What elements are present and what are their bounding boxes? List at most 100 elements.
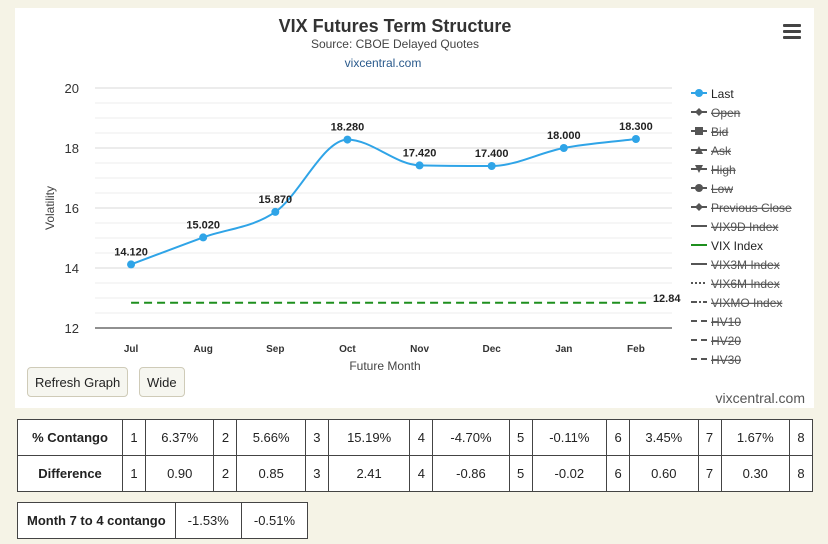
- hamburger-menu-icon: [783, 36, 801, 39]
- y-tick-label: 16: [65, 201, 79, 216]
- legend-item[interactable]: VIX6M Index: [691, 277, 780, 291]
- last-data-point: [559, 144, 568, 152]
- value-cell: 5.66%: [236, 419, 306, 456]
- x-tick-label: Feb: [627, 344, 645, 355]
- value-cell: -0.02: [531, 455, 608, 492]
- last-data-label: 15.870: [258, 194, 292, 206]
- hamburger-menu-icon: [783, 24, 801, 27]
- last-data-point: [271, 207, 280, 216]
- value-cell: 2.41: [327, 455, 411, 492]
- legend-diamond-icon: [695, 203, 703, 211]
- month-contango-value: -1.53%: [174, 502, 242, 539]
- month-number-cell: 3: [304, 419, 329, 456]
- last-data-label: 14.120: [114, 246, 148, 258]
- legend-item[interactable]: Open: [691, 106, 740, 120]
- last-data-label: 17.420: [403, 147, 437, 159]
- value-cell: 0.30: [720, 455, 791, 492]
- x-tick-label: Jan: [555, 344, 572, 355]
- month-contango-value: -0.51%: [240, 502, 309, 539]
- chart-menu-button[interactable]: [783, 24, 801, 40]
- last-data-point: [343, 135, 352, 144]
- x-tick-label: Oct: [339, 344, 356, 355]
- legend-diamond-icon: [695, 108, 703, 116]
- x-tick-label: Nov: [410, 344, 429, 355]
- legend-label: VIX3M Index: [711, 258, 780, 272]
- last-data-point: [199, 233, 208, 242]
- chart-subtitle: Source: CBOE Delayed Quotes: [311, 37, 479, 51]
- table-row: Difference 1 0.90 2 0.85 3 2.41 4 -0.86 5 -0.02 6 0.…: [17, 455, 813, 492]
- chart-canvas: VIX Futures Term Structure Source: CBOE …: [43, 16, 792, 373]
- month-number-cell: 2: [213, 455, 238, 492]
- table-row: % Contango 1 6.37% 2 5.66% 3 15.19% 4 -4.70% 5 -0.…: [17, 419, 813, 456]
- month-number-cell: 7: [697, 419, 722, 456]
- legend-triangle-icon: [695, 146, 703, 154]
- legend-item[interactable]: Last: [691, 87, 734, 101]
- legend-label: Previous Close: [711, 201, 792, 215]
- value-cell: -0.86: [432, 455, 510, 492]
- last-data-point: [415, 161, 424, 170]
- last-data-point: [487, 162, 496, 170]
- legend-item[interactable]: VIX9D Index: [691, 220, 778, 234]
- legend-label: Open: [711, 106, 740, 120]
- legend-item[interactable]: VIXMO Index: [691, 296, 782, 310]
- legend-item[interactable]: Previous Close: [691, 201, 792, 215]
- legend-item[interactable]: Ask: [691, 144, 732, 158]
- y-axis-title: Volatility: [43, 186, 57, 230]
- legend-label: VIX Index: [711, 239, 763, 253]
- last-data-point: [631, 135, 640, 143]
- legend-label: Low: [711, 182, 733, 196]
- y-tick-label: 12: [65, 321, 79, 336]
- legend-label: Last: [711, 87, 734, 101]
- row-label: Difference: [17, 455, 123, 492]
- legend-item[interactable]: HV20: [691, 334, 741, 348]
- legend-label: VIX9D Index: [711, 220, 778, 234]
- hamburger-menu-icon: [783, 30, 801, 33]
- legend-label: Ask: [711, 144, 732, 158]
- value-cell: 1.67%: [720, 419, 791, 456]
- month-number-cell: 4: [409, 455, 434, 492]
- chart-title: VIX Futures Term Structure: [279, 16, 512, 36]
- legend-square-icon: [695, 127, 703, 135]
- y-tick-label: 18: [65, 141, 79, 156]
- month-contango-label: Month 7 to 4 contango: [17, 502, 176, 539]
- month-number-cell: 8: [789, 419, 813, 456]
- refresh-graph-button[interactable]: Refresh Graph: [27, 367, 129, 397]
- month-number-cell: 3: [304, 455, 329, 492]
- value-cell: 0.85: [236, 455, 306, 492]
- legend-label: HV10: [711, 315, 741, 329]
- last-data-point: [127, 260, 136, 269]
- legend-item[interactable]: VIX Index: [691, 239, 763, 253]
- month-number-cell: 5: [508, 419, 533, 456]
- legend-item[interactable]: HV10: [691, 315, 741, 329]
- month-number-cell: 5: [508, 455, 533, 492]
- chart-credit-bottom[interactable]: vixcentral.com: [715, 390, 805, 406]
- table-row: Month 7 to 4 contango -1.53% -0.51%: [17, 502, 309, 539]
- month-number-cell: 1: [122, 455, 146, 492]
- legend-label: High: [711, 163, 736, 177]
- legend-item[interactable]: Bid: [691, 125, 728, 139]
- legend-item[interactable]: VIX3M Index: [691, 258, 780, 272]
- chart-panel: VIX Futures Term Structure Source: CBOE …: [15, 8, 814, 408]
- last-data-label: 15.020: [186, 219, 220, 231]
- x-axis-title: Future Month: [349, 359, 420, 373]
- legend-label: Bid: [711, 125, 728, 139]
- series-layer: 12.84 14.120 15.020 15.870 18.280 17.420 17.40…: [114, 121, 681, 305]
- month-number-cell: 1: [122, 419, 146, 456]
- legend-item[interactable]: High: [691, 163, 736, 177]
- x-tick-label: Sep: [266, 344, 284, 355]
- month-number-cell: 6: [606, 455, 631, 492]
- legend-label: HV20: [711, 334, 741, 348]
- value-cell: -4.70%: [432, 419, 510, 456]
- legend-item[interactable]: Low: [691, 182, 733, 196]
- month-number-cell: 4: [409, 419, 434, 456]
- chart-credit-top[interactable]: vixcentral.com: [345, 56, 422, 70]
- wide-button[interactable]: Wide: [139, 367, 185, 397]
- y-tick-label: 14: [65, 261, 79, 276]
- last-data-label: 18.000: [547, 130, 581, 142]
- row-label: % Contango: [17, 419, 123, 456]
- legend-item[interactable]: HV30: [691, 353, 741, 367]
- x-tick-label: Jul: [124, 344, 139, 355]
- month-contango-table: Month 7 to 4 contango -1.53% -0.51%: [17, 502, 309, 539]
- y-tick-label: 20: [65, 81, 79, 96]
- legend-circle-icon: [695, 89, 703, 97]
